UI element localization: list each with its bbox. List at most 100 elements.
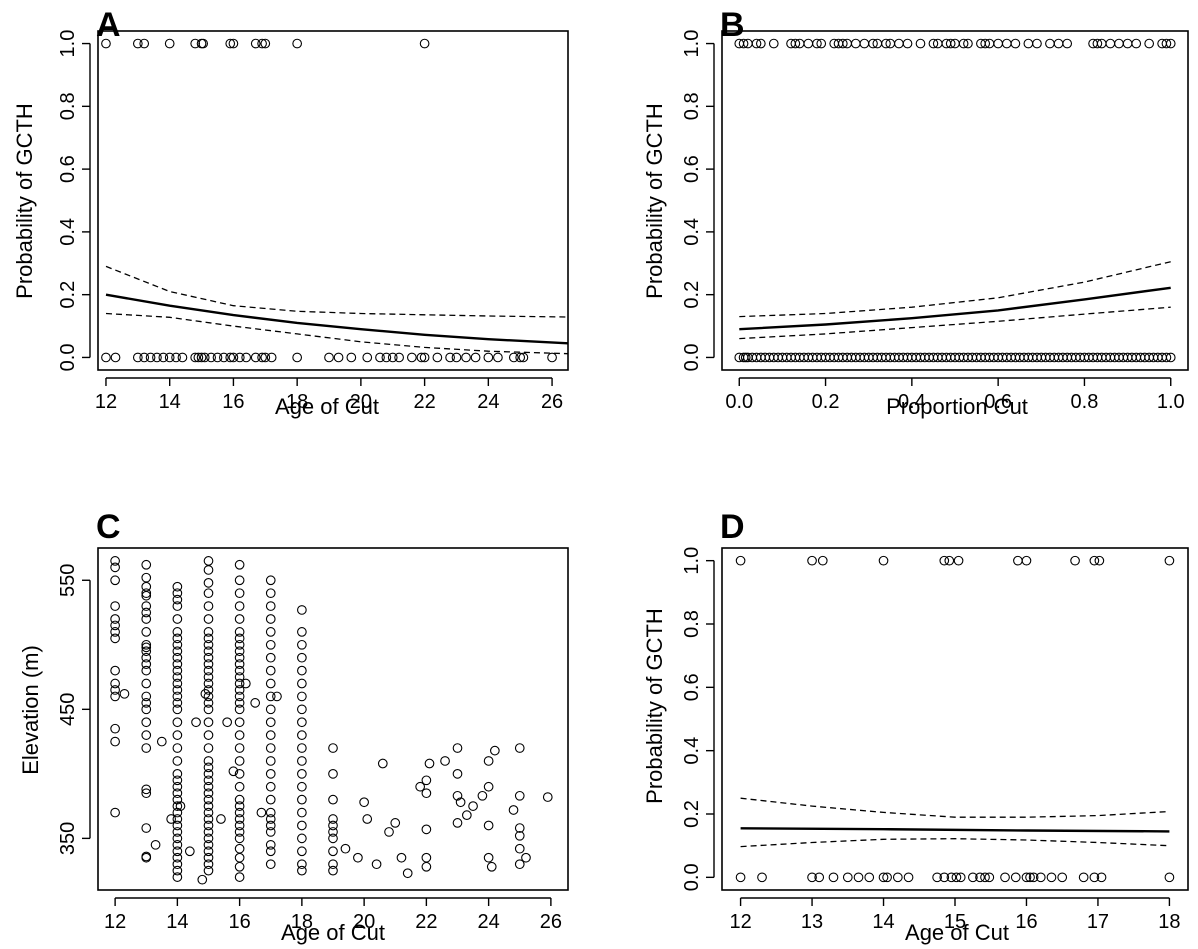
panel-d-y-tick-label: 1.0 <box>681 547 703 575</box>
panel-d-data-point <box>1057 872 1068 883</box>
panel-c-letter: C <box>96 508 121 546</box>
panel-d-x-tick-label: 15 <box>944 911 966 933</box>
panel-a-data-point <box>547 352 557 363</box>
panel-c-data-point <box>421 788 432 799</box>
panel-c-data-point <box>265 743 276 753</box>
panel-d-data-point <box>828 872 839 883</box>
panel-d-letter: D <box>720 508 745 546</box>
panel-b-xlabel: Proportion Cut <box>886 394 1028 419</box>
panel-a-data-point <box>432 352 443 363</box>
panel-a-data-point <box>190 352 201 363</box>
panel-c-data-point <box>265 588 276 599</box>
panel-c-data-point <box>234 768 245 779</box>
panel-c-data-point <box>415 781 426 792</box>
panel-c-data-point <box>234 659 245 670</box>
panel-c-data-point <box>191 717 201 728</box>
panel-c-data-point <box>110 627 120 637</box>
panel-d-data-point <box>1021 555 1032 566</box>
panel-c-data-point <box>141 823 152 833</box>
panel-a-data-point <box>225 352 236 363</box>
panel-c-data-point <box>240 678 251 689</box>
panel-c-data-point <box>297 820 307 831</box>
panel-d-data-point <box>946 872 957 883</box>
panel-b-data-point <box>980 38 991 49</box>
panel-a-data-point <box>228 352 239 363</box>
panel-c-data-point <box>172 691 183 702</box>
panel-b-data-point <box>837 38 848 49</box>
panel-a-data-point <box>419 352 430 363</box>
panel-c-data-point <box>297 717 307 728</box>
panel-d-data-point <box>892 872 903 883</box>
panel-d-ci-upper-line <box>740 797 1170 818</box>
panel-c-data-point <box>384 827 394 837</box>
panel-a-data-point <box>493 352 503 363</box>
panel-a-data-point <box>470 352 481 363</box>
panel-b-data-point <box>812 38 822 49</box>
panel-c-data-point <box>110 633 120 644</box>
panel-b-data-point <box>1001 38 1012 49</box>
panel-b-data-point <box>915 38 926 49</box>
panel-a-data-point <box>139 38 150 49</box>
panel-a-data-point <box>451 352 462 363</box>
panel-c-data-point <box>234 801 245 811</box>
panel-c-data-point <box>265 639 276 650</box>
panel-a-data-point <box>324 352 334 363</box>
panel-a-data-point <box>387 352 398 363</box>
panel-c-data-point <box>297 768 307 779</box>
panel-d-data-point <box>944 555 955 566</box>
panel-d-y-tick-label: 0.0 <box>681 863 703 891</box>
panel-b-data-point <box>1114 38 1124 49</box>
panel-c-data-point <box>172 730 183 740</box>
panel-b-data-point <box>1092 38 1103 49</box>
panel-c-data-point <box>297 605 307 615</box>
panel-c-data-point <box>297 627 307 637</box>
panel-c-data-point <box>110 665 120 676</box>
panel-c-data-point <box>265 601 276 611</box>
panel-c-data-point <box>297 730 307 740</box>
panel-c-data-point <box>424 758 435 769</box>
panel-c-data-point <box>172 814 183 824</box>
panel-c-data-point <box>514 743 525 753</box>
panel-c-data-point <box>172 827 183 837</box>
panel-c-x-tick-label: 18 <box>291 911 313 933</box>
panel-a-data-point <box>190 38 201 49</box>
panel-c-data-point <box>265 678 276 689</box>
panel-c-data-point <box>234 704 245 715</box>
panel-c-data-point <box>265 794 276 805</box>
panel-b-data-point <box>1105 38 1116 49</box>
panel-c-data-point <box>452 790 463 801</box>
panel-c-data-point <box>172 807 183 818</box>
panel-c-data-point <box>203 588 214 599</box>
panel-d-data-point <box>1096 872 1107 883</box>
panel-c-data-point <box>265 820 276 831</box>
panel-c-data-point <box>297 665 307 676</box>
panel-b-frame <box>721 30 1189 371</box>
panel-a-x-tick-label: 26 <box>541 391 563 413</box>
panel-c-data-point <box>234 614 245 624</box>
panel-c-data-point <box>440 756 450 766</box>
panel-c-data-point <box>172 614 183 624</box>
panel-c-data-point <box>172 659 183 670</box>
panel-c-data-point <box>328 768 338 779</box>
panel-c-data-point <box>141 851 152 862</box>
panel-a-data-point <box>225 38 236 49</box>
panel-a-data-point <box>250 352 261 363</box>
panel-c-data-point <box>297 743 307 753</box>
panel-d-xlabel: Age of Cut <box>905 920 1009 945</box>
panel-c-data-point <box>483 756 494 766</box>
panel-c-data-point <box>141 642 152 653</box>
panel-d-data-point <box>807 872 817 883</box>
panel-c-data-point <box>110 807 120 818</box>
panel-d-data-point <box>903 872 914 883</box>
panel-c-data-point <box>297 807 307 818</box>
panel-c-data-point <box>141 614 152 624</box>
panel-c-data-point <box>514 843 525 854</box>
panel-c-data-point <box>119 688 130 699</box>
panel-c-data-point <box>234 814 245 824</box>
panel-c-data-point <box>234 678 245 689</box>
panel-c-data-point <box>362 814 373 824</box>
panel-d-data-point <box>1070 555 1080 566</box>
panel-c-data-point <box>234 627 245 637</box>
panel-b-data-point <box>768 38 779 49</box>
panel-c-data-point <box>203 814 214 824</box>
